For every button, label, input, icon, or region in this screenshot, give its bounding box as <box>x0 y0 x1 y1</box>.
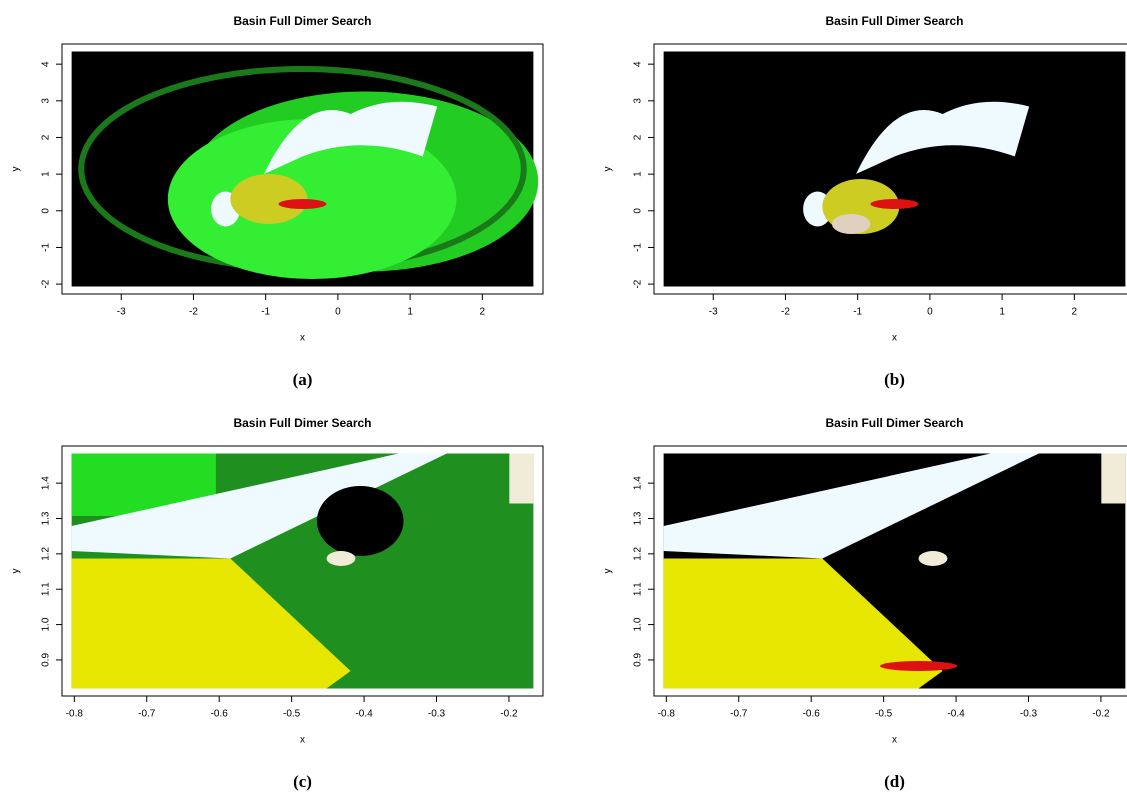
y-tick-label: 1.0 <box>41 617 52 631</box>
x-tick-label: -3 <box>117 307 126 318</box>
y-tick-label: 3 <box>41 98 52 104</box>
y-axis-label: y <box>603 569 614 574</box>
y-axis-label: y <box>11 569 22 574</box>
x-tick-label: 0 <box>927 307 933 318</box>
y-tick-label: 3 <box>633 98 644 104</box>
y-tick-label: 0 <box>633 208 644 214</box>
caption: (d) <box>884 772 905 791</box>
x-tick-label: -2 <box>189 307 198 318</box>
y-tick-label: 0 <box>41 208 52 214</box>
x-axis-label: x <box>300 333 305 344</box>
x-tick-label: 1 <box>999 307 1005 318</box>
basin-image <box>664 454 1126 689</box>
panel: Basin Full Dimer Search -3 -2 -1 0 1 2 -2 -1 0 1 2 3… <box>603 14 1127 389</box>
y-tick-label: 1.3 <box>41 511 52 525</box>
y-axis-label: y <box>11 167 22 172</box>
panel: Basin Full Dimer Search -3 -2 -1 0 1 2 -2 -1 0 1 2 3… <box>11 14 543 389</box>
y-tick-label: 1.2 <box>633 546 644 560</box>
x-tick-label: -0.4 <box>355 709 373 720</box>
x-tick-label: -0.3 <box>1020 709 1038 720</box>
x-tick-label: -0.5 <box>283 709 301 720</box>
x-tick-label: -2 <box>781 307 790 318</box>
y-tick-label: 4 <box>633 61 644 67</box>
y-tick-label: 4 <box>41 61 52 67</box>
region <box>1101 454 1125 504</box>
x-tick-label: -0.8 <box>66 709 84 720</box>
y-tick-label: 1.1 <box>633 582 644 596</box>
x-tick-label: -1 <box>853 307 862 318</box>
region <box>509 454 533 504</box>
caption: (b) <box>884 370 905 389</box>
x-tick-label: -0.2 <box>500 709 518 720</box>
region <box>832 214 870 234</box>
chart-title: Basin Full Dimer Search <box>825 416 963 430</box>
chart-title: Basin Full Dimer Search <box>233 14 371 28</box>
y-tick-label: 2 <box>41 134 52 140</box>
region <box>664 52 1126 287</box>
x-tick-label: -0.5 <box>875 709 893 720</box>
region <box>327 551 356 566</box>
y-tick-label: 1.4 <box>633 476 644 490</box>
region <box>919 551 948 566</box>
x-tick-label: 0 <box>335 307 341 318</box>
y-tick-label: 1 <box>633 171 644 177</box>
x-tick-label: -3 <box>709 307 718 318</box>
y-tick-label: 1.0 <box>633 617 644 631</box>
region <box>880 661 957 671</box>
y-tick-label: -2 <box>41 279 52 288</box>
x-tick-label: -1 <box>261 307 270 318</box>
x-axis-label: x <box>892 735 897 746</box>
y-tick-label: 0.9 <box>41 653 52 667</box>
chart-title: Basin Full Dimer Search <box>233 416 371 430</box>
x-tick-label: -0.8 <box>658 709 676 720</box>
basin-image <box>664 52 1126 287</box>
x-axis-label: x <box>892 333 897 344</box>
y-tick-label: -1 <box>41 243 52 252</box>
basin-image <box>72 454 534 689</box>
figure: Basin Full Dimer Search -3 -2 -1 0 1 2 -2 -1 0 1 2 3… <box>0 0 1127 798</box>
x-tick-label: 1 <box>407 307 413 318</box>
region <box>230 174 307 224</box>
x-axis-label: x <box>300 735 305 746</box>
x-tick-label: -0.6 <box>803 709 821 720</box>
y-tick-label: -1 <box>633 243 644 252</box>
x-tick-label: -0.2 <box>1092 709 1110 720</box>
y-tick-label: 1.1 <box>41 582 52 596</box>
chart-title: Basin Full Dimer Search <box>825 14 963 28</box>
x-tick-label: -0.4 <box>947 709 965 720</box>
x-tick-label: 2 <box>480 307 486 318</box>
x-tick-label: -0.7 <box>730 709 748 720</box>
y-tick-label: 1 <box>41 171 52 177</box>
panel: Basin Full Dimer Search -0.8 -0.7 -0.6 -0.5 -… <box>603 416 1127 791</box>
region <box>870 199 918 209</box>
panel: Basin Full Dimer Search -0.8 -0.7 -0.6 -0.5 -… <box>11 416 543 791</box>
caption: (c) <box>293 772 312 791</box>
y-tick-label: 2 <box>633 134 644 140</box>
region <box>317 486 404 556</box>
basin-image <box>72 52 539 287</box>
y-tick-label: 1.4 <box>41 476 52 490</box>
caption: (a) <box>293 370 313 389</box>
x-tick-label: -0.3 <box>428 709 446 720</box>
y-tick-label: 1.2 <box>41 546 52 560</box>
y-tick-label: 1.3 <box>633 511 644 525</box>
y-tick-label: 0.9 <box>633 653 644 667</box>
x-tick-label: -0.7 <box>138 709 156 720</box>
x-tick-label: -0.6 <box>211 709 229 720</box>
y-tick-label: -2 <box>633 279 644 288</box>
y-axis-label: y <box>603 167 614 172</box>
x-tick-label: 2 <box>1072 307 1078 318</box>
region <box>278 199 326 209</box>
